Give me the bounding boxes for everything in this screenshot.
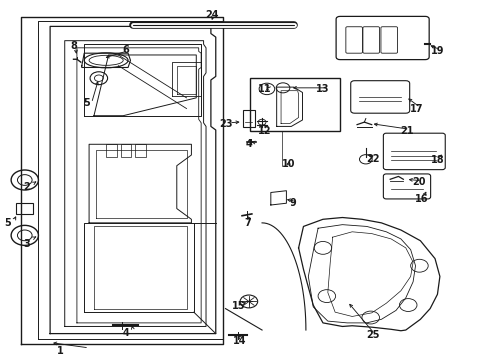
Text: 9: 9 <box>290 198 296 208</box>
Text: 18: 18 <box>431 156 444 165</box>
Text: 19: 19 <box>431 46 444 56</box>
Text: 21: 21 <box>400 126 414 136</box>
Bar <box>135 144 146 157</box>
Text: 17: 17 <box>410 104 423 113</box>
Text: 2: 2 <box>24 182 30 192</box>
Text: 10: 10 <box>282 159 295 169</box>
Text: 25: 25 <box>366 330 379 341</box>
Bar <box>250 78 340 131</box>
Text: 14: 14 <box>233 337 247 346</box>
Bar <box>106 144 117 157</box>
Bar <box>243 111 255 127</box>
Text: 4: 4 <box>122 328 129 338</box>
Text: 13: 13 <box>316 84 330 94</box>
Text: 16: 16 <box>415 194 428 203</box>
Text: 22: 22 <box>366 154 379 163</box>
Text: 8: 8 <box>70 41 77 51</box>
Text: 11: 11 <box>258 84 271 94</box>
Text: 20: 20 <box>413 177 426 187</box>
Text: 5: 5 <box>4 218 11 228</box>
Text: 23: 23 <box>220 118 233 129</box>
Text: 5: 5 <box>83 98 90 108</box>
Text: 24: 24 <box>205 10 219 20</box>
Text: 15: 15 <box>232 301 246 311</box>
Bar <box>121 144 131 157</box>
Text: 6: 6 <box>122 45 129 55</box>
Text: 3: 3 <box>24 239 30 249</box>
Text: 1: 1 <box>56 346 63 356</box>
Text: 7: 7 <box>244 218 251 228</box>
Bar <box>16 203 33 213</box>
Text: 12: 12 <box>258 126 271 136</box>
Text: 4: 4 <box>245 139 252 149</box>
